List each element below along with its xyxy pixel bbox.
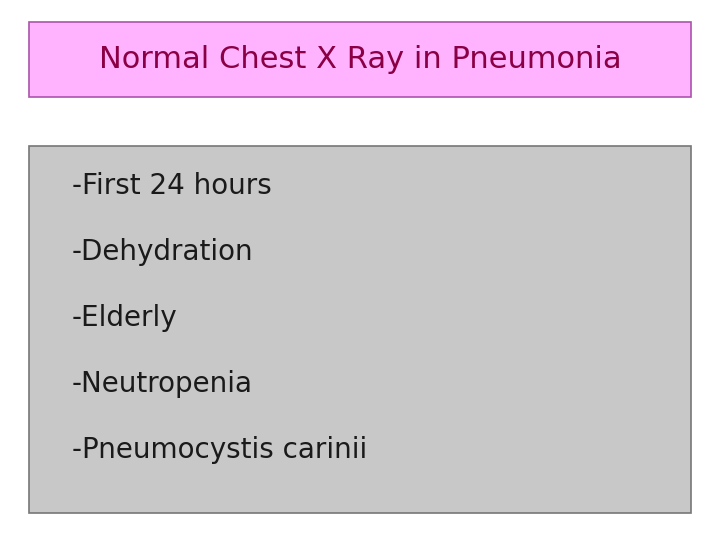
FancyBboxPatch shape [29,146,691,513]
Text: -First 24 hours: -First 24 hours [72,172,271,200]
Text: -Dehydration: -Dehydration [72,238,253,266]
Text: -Neutropenia: -Neutropenia [72,370,253,398]
Text: -Pneumocystis carinii: -Pneumocystis carinii [72,436,367,464]
Text: Normal Chest X Ray in Pneumonia: Normal Chest X Ray in Pneumonia [99,45,621,74]
FancyBboxPatch shape [29,22,691,97]
Text: -Elderly: -Elderly [72,304,178,332]
